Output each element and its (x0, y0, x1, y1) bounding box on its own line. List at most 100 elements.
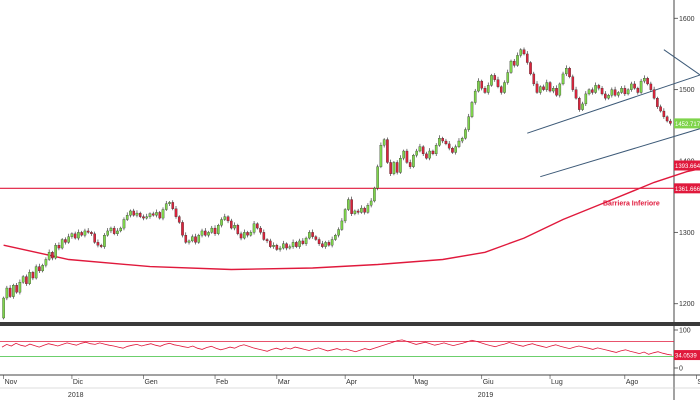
candle-body (584, 93, 588, 105)
candle-body (386, 139, 389, 163)
candle (158, 210, 162, 220)
candle (604, 91, 607, 101)
candle-body (451, 148, 454, 153)
candle (587, 88, 591, 96)
candle (262, 229, 266, 241)
candle-body (483, 88, 487, 93)
candle (259, 225, 262, 235)
candle-body (311, 232, 314, 237)
x-tick-label: Mar (278, 379, 291, 386)
candle (31, 270, 35, 281)
candle (600, 86, 604, 96)
candle-body (522, 49, 526, 55)
price-badge (674, 160, 700, 171)
candle-body (77, 232, 80, 239)
candle (275, 243, 279, 251)
x-tick-label: Giu (483, 379, 494, 386)
candle-body (578, 98, 581, 110)
candle (363, 206, 366, 215)
candle-body (194, 236, 197, 243)
candle-body (99, 245, 103, 247)
candle (28, 269, 31, 286)
candle-body (203, 230, 207, 236)
candle (60, 238, 64, 250)
candle (613, 86, 617, 97)
candle (311, 229, 314, 239)
candle-body (373, 187, 376, 202)
candle (330, 236, 334, 248)
candle-body (636, 88, 640, 93)
candle (213, 225, 217, 236)
candle-body (405, 150, 409, 163)
candle (399, 155, 402, 174)
candle (337, 227, 340, 238)
candle-body (298, 240, 301, 247)
x-tick-label: Set (697, 379, 700, 386)
candle-body (2, 297, 5, 319)
candle-body (574, 89, 578, 99)
candle (291, 239, 295, 249)
candle (617, 91, 620, 98)
candle-body (532, 73, 536, 85)
candle (607, 93, 610, 100)
candle-body (473, 90, 477, 103)
candle (457, 138, 461, 149)
candle (519, 48, 523, 58)
candle (44, 257, 48, 268)
candle (308, 230, 311, 240)
candle (464, 127, 467, 140)
candle-body (480, 80, 484, 89)
candle-body (18, 282, 22, 293)
candle (496, 76, 500, 89)
candle (486, 82, 490, 95)
candle-body (620, 88, 623, 93)
candle-body (259, 227, 262, 233)
candle-body (366, 205, 370, 213)
candle-body (441, 138, 444, 142)
candle-body (477, 80, 480, 92)
candle-body (376, 166, 379, 189)
candle-body (54, 245, 57, 259)
candle-body (314, 236, 318, 240)
candle-body (51, 252, 54, 259)
candle-body (272, 245, 275, 247)
candle-body (360, 207, 363, 213)
candle-body (506, 72, 510, 83)
candle (535, 81, 539, 94)
candle-body (90, 232, 93, 234)
candle (620, 86, 623, 94)
candle-body (239, 233, 243, 239)
candle-body (428, 150, 431, 159)
candle-body (73, 233, 77, 239)
candle-body (70, 233, 74, 237)
candle (506, 69, 510, 85)
candle-body (438, 138, 441, 146)
candle-body (626, 89, 630, 95)
candle (382, 138, 386, 148)
candle-body (155, 212, 158, 216)
candle-body (226, 216, 230, 222)
candle (421, 145, 425, 157)
candle (38, 263, 41, 274)
candle (392, 161, 396, 176)
candle-body (503, 82, 506, 93)
candle-body (464, 129, 467, 139)
candle-body (369, 200, 373, 206)
candle (194, 233, 197, 245)
candle-body (434, 145, 438, 155)
candle (116, 228, 119, 236)
candle (568, 66, 571, 79)
candle (467, 113, 471, 132)
x-tick-label: Lug (551, 379, 563, 386)
candle-body (600, 88, 604, 95)
candle-body (490, 75, 493, 86)
candle-body (161, 209, 165, 219)
candle-body (317, 239, 321, 244)
candle (177, 215, 181, 224)
candle-body (8, 287, 12, 297)
candle-body (656, 98, 659, 107)
channel-lower-line (540, 128, 700, 178)
candle (415, 148, 418, 158)
candle-body (187, 240, 191, 243)
candle (184, 232, 188, 244)
